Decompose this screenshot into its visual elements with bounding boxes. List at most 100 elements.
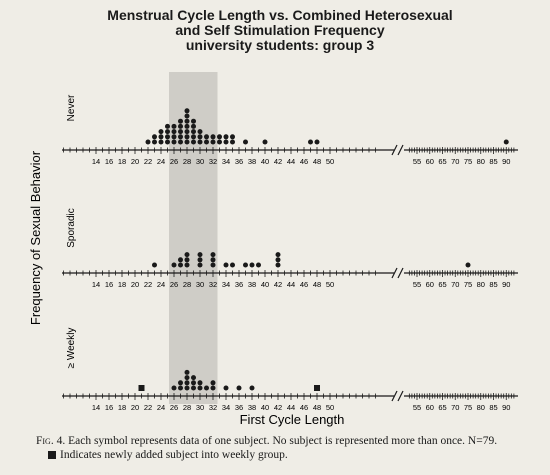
data-point-dot [178,385,183,391]
data-point-dot [178,129,183,135]
x-tick-label: 18 [118,403,126,412]
data-point-dot [165,123,170,129]
data-point-dot [184,375,190,381]
x-tick-label: 75 [464,157,472,166]
data-point-dot [184,262,190,268]
data-point-dot [165,134,170,140]
data-point-dot [210,385,216,391]
x-tick-label: 16 [105,280,113,289]
x-tick-label: 85 [489,403,497,412]
x-tick-label: 50 [326,157,334,166]
x-tick-label: 22 [144,280,152,289]
x-tick-label: 85 [489,280,497,289]
x-tick-label: 16 [105,157,113,166]
data-point-dot [217,134,222,140]
x-tick-label: 60 [426,403,434,412]
data-point-dot [184,129,190,135]
data-point-dot [184,123,190,129]
chart-title-line-2: and Self Stimulation Frequency [175,22,385,38]
x-axis-title: First Cycle Length [240,412,345,427]
x-tick-label: 40 [261,403,269,412]
data-point-dot [197,134,203,140]
panel-label: Never [66,94,77,121]
data-point-dot [158,139,164,145]
x-tick-label: 44 [287,157,295,166]
x-tick-label: 30 [196,157,204,166]
x-tick-label: 36 [235,280,243,289]
x-tick-label: 44 [287,403,295,412]
chart-title-line-3: university students: group 3 [185,37,375,53]
data-point-dot [178,123,183,129]
caption-text: Each symbol represents data of one subje… [68,435,498,447]
data-point-dot [210,380,216,386]
axis-break-mark [391,390,398,402]
x-tick-label: 55 [413,157,421,166]
x-tick-label: 16 [105,403,113,412]
x-tick-label: 24 [157,403,165,412]
data-point-dot [171,385,177,391]
x-tick-label: 80 [477,157,485,166]
data-point-dot [230,134,235,140]
x-tick-label: 30 [196,403,204,412]
x-tick-label: 24 [157,280,165,289]
x-tick-label: 90 [502,157,510,166]
x-tick-label: 90 [502,403,510,412]
x-tick-label: 42 [274,157,282,166]
x-tick-label: 55 [413,403,421,412]
data-point-dot [184,118,190,124]
x-tick-label: 42 [274,280,282,289]
data-point-dot [171,139,177,145]
x-tick-label: 36 [235,403,243,412]
data-point-dot [191,139,196,145]
data-point-dot [191,385,196,391]
axis-break-mark [391,267,398,279]
x-tick-label: 38 [248,157,256,166]
data-point-dot [197,385,203,391]
x-tick-label: 44 [287,280,295,289]
x-tick-label: 30 [196,280,204,289]
x-tick-label: 46 [300,403,308,412]
x-tick-label: 32 [209,403,217,412]
data-point-dot [204,134,209,140]
chart-title-line-1: Menstrual Cycle Length vs. Combined Hete… [107,7,453,23]
data-point-dot [275,262,281,268]
data-point-dot [210,134,216,140]
data-point-dot [165,129,170,135]
x-tick-label: 50 [326,280,334,289]
data-point-dot [178,118,183,124]
data-point-dot [178,380,183,386]
data-point-dot [243,262,248,268]
data-point-dot [197,257,203,263]
x-tick-label: 32 [209,280,217,289]
x-tick-label: 20 [131,403,139,412]
panel-label: ≥ Weekly [66,328,77,369]
data-point-dot [158,134,164,140]
x-tick-label: 22 [144,403,152,412]
data-point-dot [158,129,164,135]
new-subject-square [138,385,145,391]
caption-note: Indicates newly added subject into weekl… [60,449,288,461]
data-point-dot [197,139,203,145]
x-tick-label: 26 [170,403,178,412]
data-point-dot [191,134,196,140]
x-tick-label: 36 [235,157,243,166]
x-tick-label: 50 [326,403,334,412]
data-point-dot [152,139,157,145]
data-point-dot [249,385,255,391]
data-point-dot [197,262,203,268]
data-point-dot [165,139,170,145]
data-point-dot [210,139,216,145]
x-tick-label: 75 [464,403,472,412]
data-point-dot [178,257,183,263]
data-point-dot [275,252,281,258]
x-tick-label: 46 [300,280,308,289]
x-tick-label: 28 [183,403,191,412]
data-point-dot [191,118,196,124]
x-tick-label: 20 [131,157,139,166]
data-point-dot [223,262,229,268]
x-tick-label: 60 [426,157,434,166]
data-point-dot [256,262,261,268]
data-point-dot [230,262,235,268]
x-tick-label: 28 [183,280,191,289]
data-point-dot [210,257,216,263]
